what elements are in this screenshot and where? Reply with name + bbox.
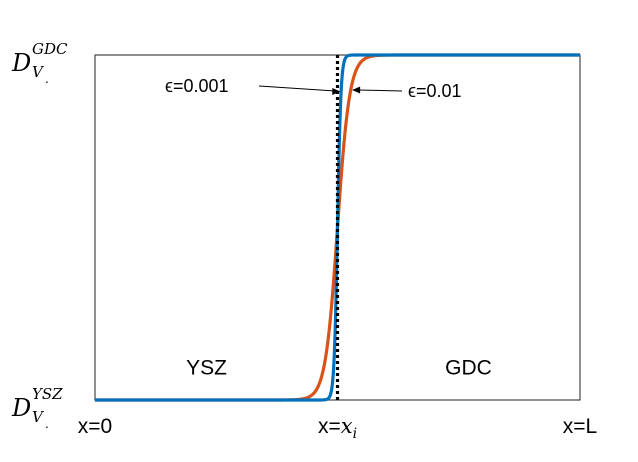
y-tick-sub: V bbox=[32, 63, 45, 81]
series-layer bbox=[93, 53, 582, 402]
x-tick-label-1: x=xi bbox=[318, 414, 357, 442]
y-tick-base: D bbox=[11, 394, 31, 422]
annotation-arrow bbox=[358, 89, 403, 92]
y-tick-subdot: . bbox=[45, 417, 49, 431]
annotation-layer: ϵ=0.001 ϵ=0.01 bbox=[165, 76, 462, 101]
x-tick-label-2: x=L bbox=[563, 415, 597, 438]
region-label-ysz: YSZ bbox=[186, 356, 227, 379]
arrowhead bbox=[332, 88, 341, 95]
y-tick-sub: V bbox=[32, 408, 45, 426]
arrowhead bbox=[352, 86, 361, 94]
y-tick-subdot: . bbox=[45, 72, 49, 86]
y-tick-sup: GDC bbox=[32, 40, 68, 58]
series-line-eps-0001 bbox=[93, 53, 582, 402]
y-tick-sup: YSZ bbox=[32, 385, 63, 403]
y-tick-base: D bbox=[11, 49, 31, 77]
annotation-eps-001: ϵ=0.01 bbox=[408, 81, 462, 101]
y-tick-label-gdc: D GDC V. bbox=[11, 40, 68, 86]
x-tick-label-0: x=0 bbox=[78, 415, 112, 438]
annotation-eps-0001: ϵ=0.001 bbox=[165, 76, 229, 96]
y-tick-label-ysz: D YSZ V. bbox=[11, 385, 63, 431]
annotation-arrow bbox=[258, 85, 336, 92]
region-label-gdc: GDC bbox=[445, 356, 492, 379]
